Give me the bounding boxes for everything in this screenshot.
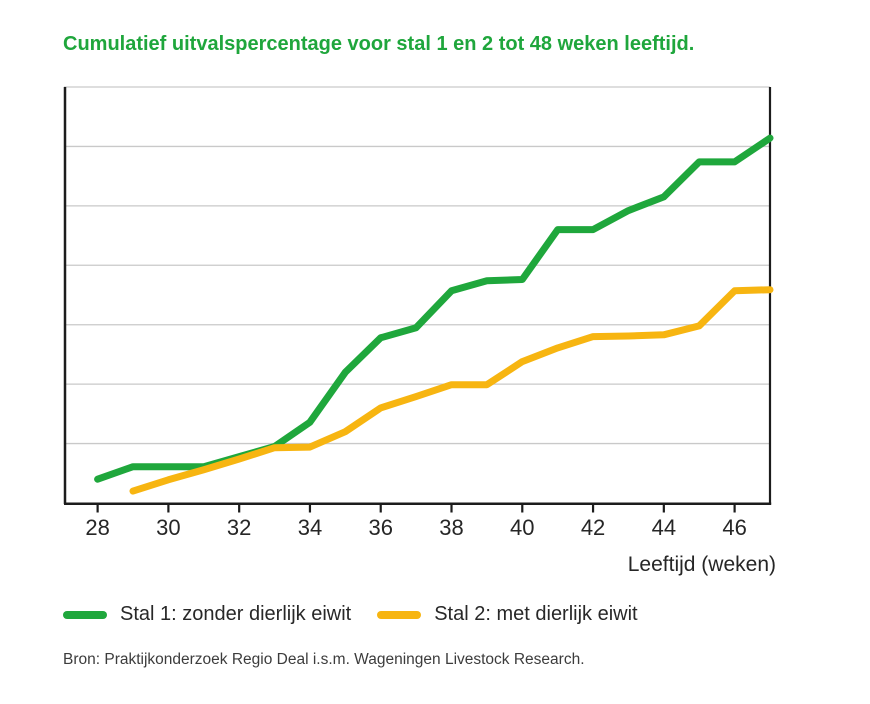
series-line-stal1 [94, 134, 774, 483]
legend-label-stal2: Stal 2: met dierlijk eiwit [434, 603, 638, 625]
legend-item-stal2: Stal 2: met dierlijk eiwit [377, 603, 638, 626]
x-tick-label: 34 [298, 515, 322, 540]
x-tick-label: 32 [227, 515, 251, 540]
source-credit: Bron: Praktijkonderzoek Regio Deal i.s.m… [63, 651, 585, 668]
x-tick-label: 30 [156, 515, 180, 540]
chart-legend: Stal 1: zonder dierlijk eiwit Stal 2: met… [63, 603, 638, 626]
x-axis-label: Leeftijd (weken) [628, 553, 776, 576]
x-tick-label: 28 [85, 515, 109, 540]
line-chart: 28 30 32 34 36 38 40 42 44 46 Leeftijd (weken) [63, 86, 776, 576]
legend-swatch-stal1 [63, 610, 107, 619]
legend-swatch-stal2 [377, 610, 422, 619]
legend-item-stal1: Stal 1: zonder dierlijk eiwit [63, 603, 351, 626]
x-tick-label: 38 [439, 515, 463, 540]
x-tick-label: 46 [722, 515, 746, 540]
x-tick-label: 44 [652, 515, 676, 540]
x-tick-label: 40 [510, 515, 534, 540]
x-tick-label: 36 [368, 515, 392, 540]
series-line-stal2 [129, 286, 774, 495]
legend-label-stal1: Stal 1: zonder dierlijk eiwit [120, 603, 352, 625]
chart-title: Cumulatief uitvalspercentage voor stal 1… [63, 33, 695, 55]
x-tick-label: 42 [581, 515, 605, 540]
